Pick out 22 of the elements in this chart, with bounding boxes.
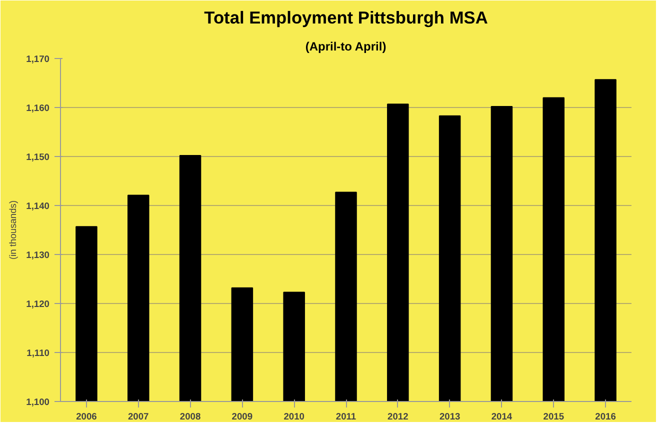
chart-title: Total Employment Pittsburgh MSA (204, 8, 488, 28)
chart-subtitle: (April-to April) (305, 40, 386, 54)
y-tick-label: 1,100 (26, 397, 50, 407)
x-tick-label: 2010 (284, 412, 304, 422)
x-tick-label: 2015 (543, 412, 564, 422)
x-tick-label: 2009 (232, 412, 253, 422)
x-tick-label: 2012 (388, 412, 408, 422)
x-tick-label: 2011 (336, 412, 356, 422)
y-tick-label: 1,130 (26, 250, 50, 260)
x-tick-label: 2007 (128, 412, 149, 422)
x-tick-label: 2006 (76, 412, 97, 422)
y-tick-label: 1,110 (26, 348, 50, 358)
x-tick-label: 2013 (439, 412, 460, 422)
y-axis-title: (in thousands) (8, 200, 18, 260)
y-tick-label: 1,170 (26, 54, 50, 64)
y-tick-label: 1,120 (26, 299, 50, 309)
x-tick-label: 2008 (180, 412, 201, 422)
y-tick-label: 1,150 (26, 152, 50, 162)
y-tick-label: 1,140 (26, 201, 50, 211)
x-tick-label: 2014 (491, 412, 513, 422)
y-tick-label: 1,160 (26, 103, 50, 113)
x-tick-label: 2016 (595, 412, 616, 422)
